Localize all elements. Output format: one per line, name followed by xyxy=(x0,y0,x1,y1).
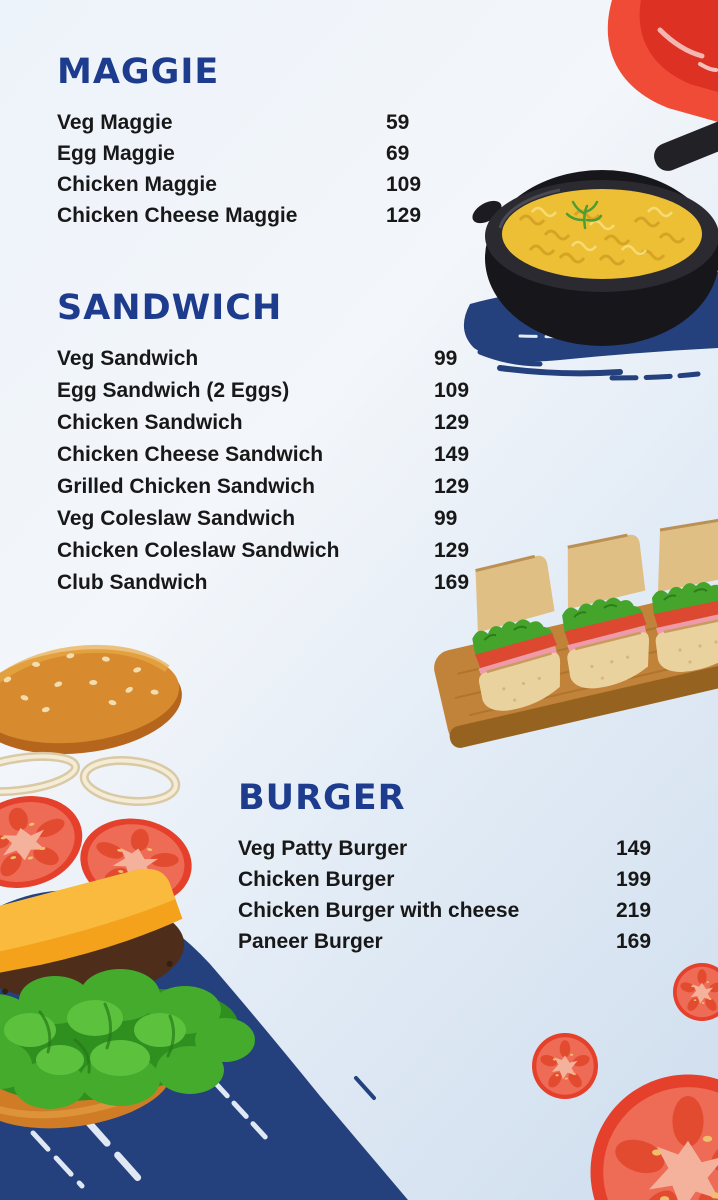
onion-rings-icon xyxy=(0,751,181,806)
menu-item: Chicken Cheese Sandwich 149 xyxy=(57,439,480,471)
section-burger: BURGER Veg Patty Burger 149 Chicken Burg… xyxy=(238,776,662,957)
maggie-items: Veg Maggie 59 Egg Maggie 69 Chicken Magg… xyxy=(57,107,432,231)
item-name: Chicken Maggie xyxy=(57,173,217,196)
menu-item: Chicken Burger with cheese 219 xyxy=(238,895,662,926)
burger-ingredients-icon xyxy=(0,644,255,1129)
garnish-icon xyxy=(565,200,603,230)
item-name: Club Sandwich xyxy=(57,571,208,594)
club-sandwich-icon xyxy=(434,518,718,748)
burger-items: Veg Patty Burger 149 Chicken Burger 199 … xyxy=(238,833,662,957)
menu-item: Chicken Burger 199 xyxy=(238,864,662,895)
item-price: 109 xyxy=(386,173,422,196)
item-price: 109 xyxy=(434,379,470,402)
item-price: 169 xyxy=(434,571,470,594)
menu-item: Chicken Sandwich 129 xyxy=(57,407,480,439)
section-maggie: MAGGIE Veg Maggie 59 Egg Maggie 69 Chick… xyxy=(57,50,432,231)
item-price: 69 xyxy=(386,142,410,165)
item-name: Veg Coleslaw Sandwich xyxy=(57,507,296,530)
burger-top-bun-icon xyxy=(0,644,182,755)
menu-item: Chicken Cheese Maggie 129 xyxy=(57,200,432,231)
item-name: Chicken Burger with cheese xyxy=(238,899,520,922)
item-price: 59 xyxy=(386,111,410,134)
item-name: Veg Patty Burger xyxy=(238,837,408,860)
item-price: 199 xyxy=(616,868,652,891)
item-name: Chicken Sandwich xyxy=(57,411,243,434)
menu-item: Veg Patty Burger 149 xyxy=(238,833,662,864)
item-price: 129 xyxy=(434,475,470,498)
item-name: Chicken Cheese Maggie xyxy=(57,204,298,227)
item-name: Chicken Burger xyxy=(238,868,395,891)
item-price: 99 xyxy=(434,347,458,370)
menu-item: Egg Maggie 69 xyxy=(57,138,432,169)
item-price: 149 xyxy=(616,837,652,860)
item-price: 129 xyxy=(434,539,470,562)
item-price: 149 xyxy=(434,443,470,466)
item-name: Veg Maggie xyxy=(57,111,173,134)
menu-item: Club Sandwich 169 xyxy=(57,567,480,599)
section-sandwich: SANDWICH Veg Sandwich 99 Egg Sandwich (2… xyxy=(57,286,480,599)
item-price: 219 xyxy=(616,899,652,922)
item-name: Chicken Cheese Sandwich xyxy=(57,443,324,466)
menu-item: Chicken Coleslaw Sandwich 129 xyxy=(57,535,480,567)
item-name: Paneer Burger xyxy=(238,930,383,953)
item-name: Egg Sandwich (2 Eggs) xyxy=(57,379,290,402)
lettuce-icon xyxy=(0,969,255,1109)
section-title-sandwich: SANDWICH xyxy=(57,288,283,328)
sandwich-items: Veg Sandwich 99 Egg Sandwich (2 Eggs) 10… xyxy=(57,343,480,599)
menu-item: Grilled Chicken Sandwich 129 xyxy=(57,471,480,503)
menu-item: Chicken Maggie 109 xyxy=(57,169,432,200)
menu-item: Paneer Burger 169 xyxy=(238,926,662,957)
item-name: Chicken Coleslaw Sandwich xyxy=(57,539,340,562)
item-name: Grilled Chicken Sandwich xyxy=(57,475,315,498)
item-price: 169 xyxy=(616,930,652,953)
tomato-wedge-icon xyxy=(607,0,718,122)
skillet-noodles-icon xyxy=(472,115,718,346)
item-price: 129 xyxy=(386,204,422,227)
menu-item: Veg Sandwich 99 xyxy=(57,343,480,375)
item-name: Egg Maggie xyxy=(57,142,175,165)
item-price: 129 xyxy=(434,411,470,434)
section-title-maggie: MAGGIE xyxy=(57,52,220,92)
item-price: 99 xyxy=(434,507,458,530)
section-title-burger: BURGER xyxy=(238,778,406,818)
item-name: Veg Sandwich xyxy=(57,347,199,370)
menu-item: Veg Coleslaw Sandwich 99 xyxy=(57,503,480,535)
menu-item: Veg Maggie 59 xyxy=(57,107,432,138)
menu-item: Egg Sandwich (2 Eggs) 109 xyxy=(57,375,480,407)
